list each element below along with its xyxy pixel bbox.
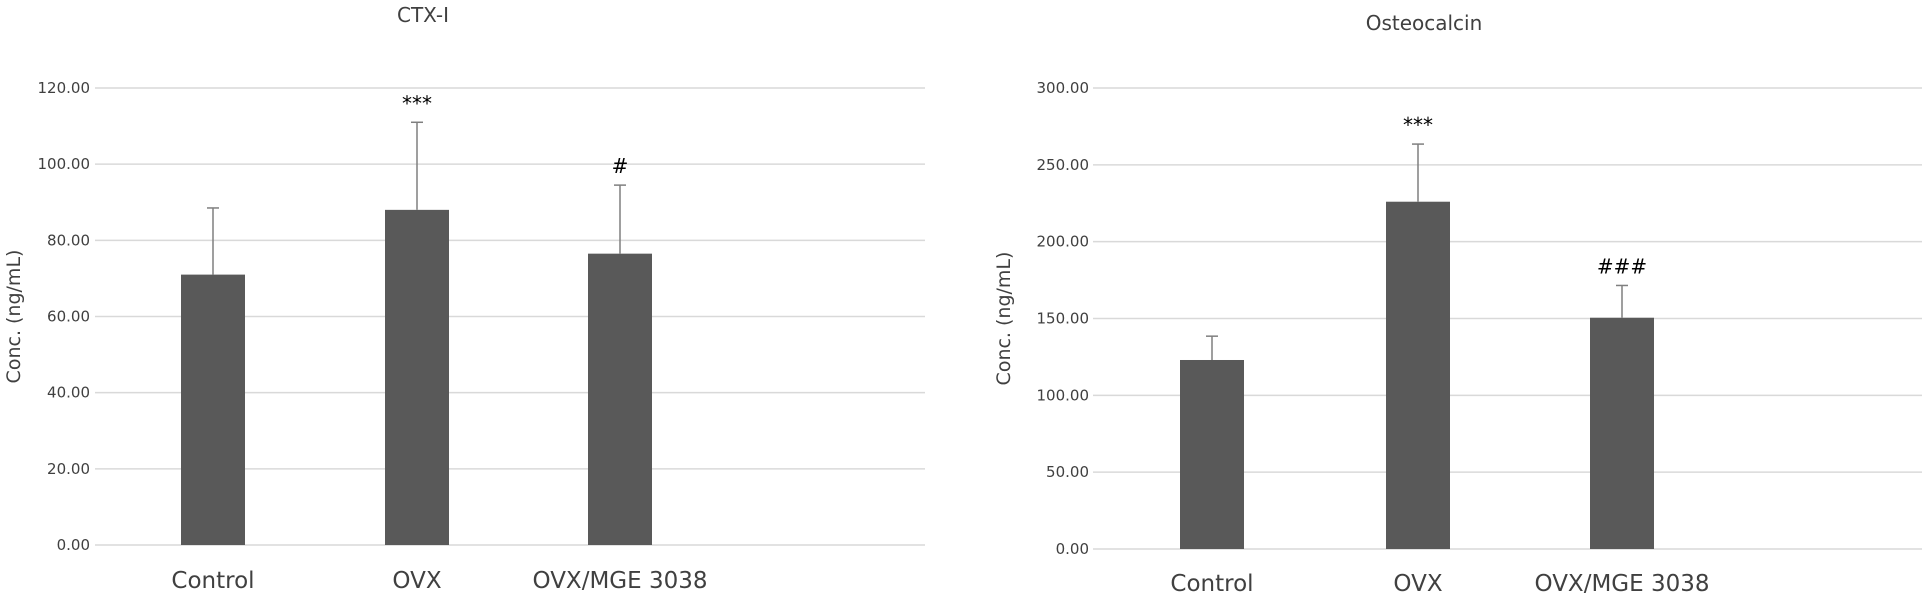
y-tick-label: 250.00 <box>1037 156 1090 174</box>
chart-1: CTX-I 0.00 20.00 40.00 60.00 80.00 100.00 120.0… <box>3 3 925 594</box>
y-tick-label: 120.00 <box>38 79 91 97</box>
bar-control <box>181 274 245 545</box>
y-tick-label: 150.00 <box>1037 310 1090 328</box>
x-category-label: Control <box>1170 571 1253 596</box>
y-tick-label: 100.00 <box>1037 386 1090 404</box>
chart-title: Osteocalcin <box>1366 11 1483 35</box>
x-category-label: OVX/MGE 3038 <box>1535 571 1710 596</box>
y-tick-label: 200.00 <box>1037 233 1090 251</box>
chart-title: CTX-I <box>397 3 449 27</box>
significance-label: ### <box>1597 254 1647 278</box>
chart-2: Osteocalcin 0.00 50.00 100.00 150.00 200.00 25… <box>993 11 1922 596</box>
bar-control <box>1180 359 1244 549</box>
significance-label: *** <box>402 91 432 115</box>
x-category-label: OVX <box>392 568 441 594</box>
bar-ovx-mge-3038 <box>588 253 652 545</box>
y-tick-label: 40.00 <box>47 384 90 402</box>
y-axis-label: Conc. (ng/mL) <box>3 250 25 384</box>
x-category-label: Control <box>171 568 254 594</box>
y-tick-label: 80.00 <box>47 231 90 249</box>
y-tick-label: 0.00 <box>1056 540 1089 558</box>
significance-label: *** <box>1403 113 1433 137</box>
y-tick-label: 20.00 <box>47 460 90 478</box>
significance-label: # <box>612 154 629 178</box>
y-tick-label: 50.00 <box>1046 463 1089 481</box>
bar-ovx <box>385 209 449 545</box>
bar-ovx-mge-3038 <box>1590 317 1654 549</box>
y-tick-label: 0.00 <box>57 536 90 554</box>
x-category-label: OVX <box>1393 571 1442 596</box>
y-axis-label: Conc. (ng/mL) <box>993 252 1015 386</box>
y-tick-label: 300.00 <box>1037 79 1090 97</box>
x-category-label: OVX/MGE 3038 <box>533 568 708 594</box>
bar-ovx <box>1386 201 1450 550</box>
y-tick-label: 100.00 <box>38 155 91 173</box>
y-tick-label: 60.00 <box>47 308 90 326</box>
